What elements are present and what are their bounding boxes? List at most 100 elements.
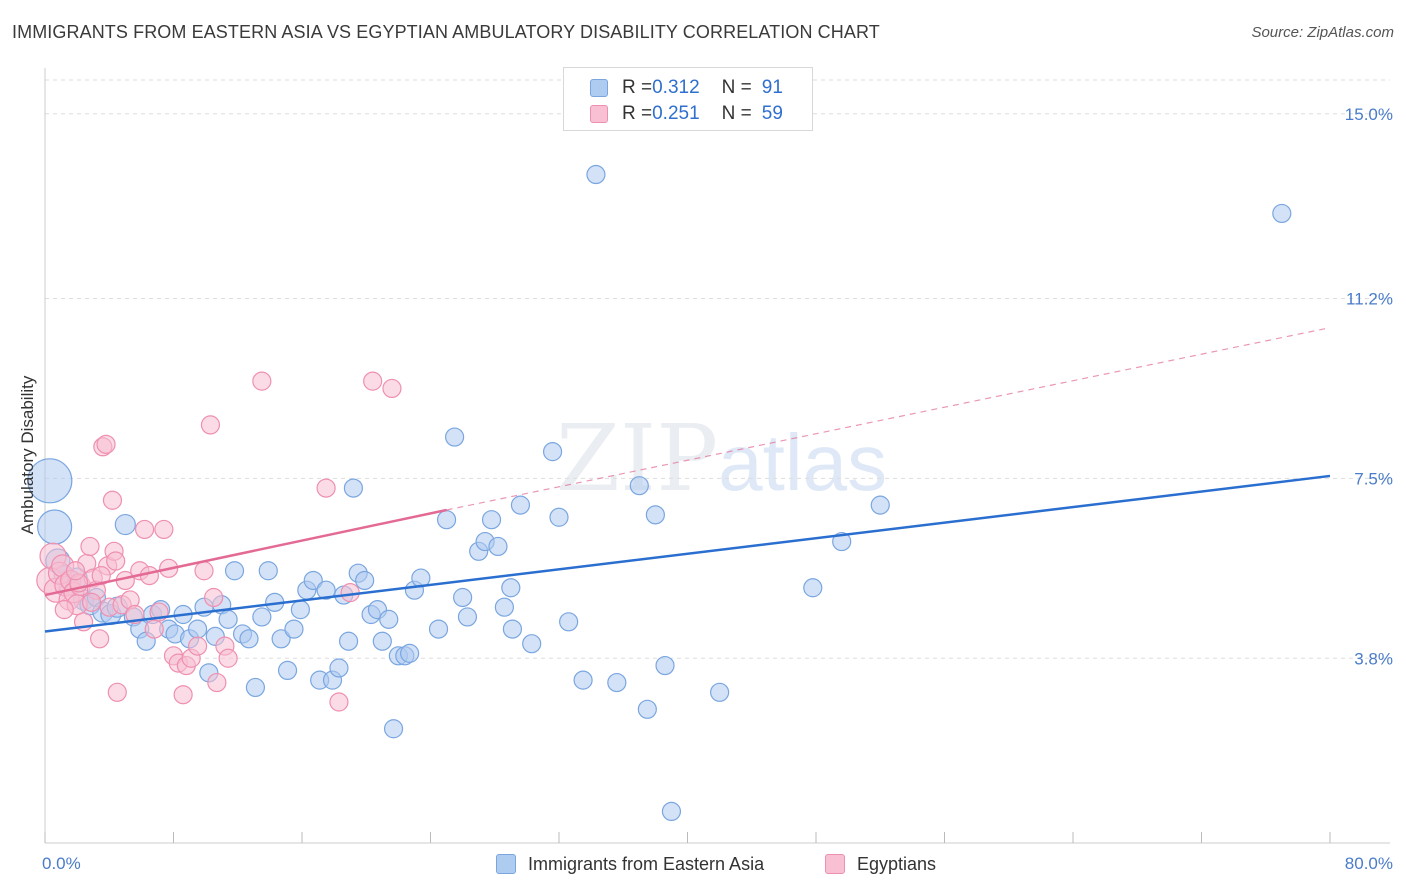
data-point: [329, 692, 349, 712]
data-point: [363, 371, 383, 391]
legend-r-value: 0.251: [652, 103, 700, 124]
data-point: [488, 536, 508, 557]
bottom-legend-label-pink: Egyptians: [857, 853, 937, 874]
data-point: [204, 587, 224, 608]
bottom-legend-swatch-pink: [825, 854, 845, 874]
data-point: [252, 371, 272, 391]
series-immigrants-eastern-asia: [27, 164, 1292, 821]
data-point: [586, 164, 606, 185]
y-tick-label-1: 7.5%: [1354, 469, 1393, 488]
data-point: [37, 509, 73, 545]
data-point: [154, 519, 174, 540]
tick-labels: 3.8% 7.5% 11.2% 15.0% 0.0% 80.0%: [42, 105, 1393, 873]
data-point: [65, 561, 86, 581]
data-point: [303, 570, 323, 591]
data-point: [457, 607, 478, 627]
legend-n-label: N =: [721, 103, 752, 124]
data-point: [107, 682, 127, 702]
data-point: [258, 561, 278, 581]
data-point: [284, 619, 304, 639]
data-point: [870, 495, 890, 515]
data-point: [444, 427, 465, 447]
data-point: [645, 505, 665, 525]
data-point: [80, 536, 100, 557]
legend-r-label: R =: [622, 77, 653, 98]
data-point: [139, 566, 160, 586]
data-point: [239, 629, 259, 649]
data-point: [91, 566, 111, 586]
data-point: [96, 434, 116, 454]
data-point: [329, 658, 349, 678]
data-point: [114, 513, 136, 536]
y-tick-label-2: 11.2%: [1346, 289, 1393, 308]
source-label: Source: ZipAtlas.com: [1251, 24, 1394, 41]
data-point: [173, 685, 193, 705]
data-point: [481, 510, 502, 530]
data-point: [549, 507, 569, 527]
data-point: [379, 609, 399, 629]
legend-row-pink: R = 0.251 N = 59: [590, 102, 783, 126]
data-point: [355, 570, 375, 591]
grid-lines: [45, 79, 1390, 659]
data-point: [510, 495, 531, 515]
data-point: [494, 597, 514, 617]
data-point: [803, 578, 823, 598]
legend-swatch-blue: [590, 79, 608, 97]
trend-lines: [44, 327, 1331, 633]
data-point: [54, 600, 74, 620]
data-point: [200, 415, 221, 435]
data-point: [187, 619, 208, 639]
data-point: [207, 672, 227, 693]
data-point: [542, 442, 563, 462]
legend-n-label: N =: [721, 77, 752, 98]
y-axis-title: Ambulatory Disability: [18, 375, 37, 534]
data-point: [27, 458, 73, 504]
axes: [44, 68, 1390, 844]
data-point: [144, 619, 164, 639]
bottom-legend-pink: Egyptians: [825, 852, 936, 876]
data-point: [436, 510, 457, 530]
data-point: [502, 619, 523, 639]
watermark-atlas: atlas: [718, 418, 888, 507]
legend-n-value: 91: [761, 77, 783, 98]
x-tick-label-min: 0.0%: [42, 854, 81, 873]
legend-row-blue: R = 0.312 N = 91: [590, 76, 783, 100]
data-point: [372, 631, 392, 651]
data-point: [522, 634, 542, 654]
data-point: [277, 660, 298, 681]
bottom-legend-swatch-blue: [496, 854, 516, 874]
trend-line-blue: [44, 474, 1331, 633]
data-point: [271, 629, 291, 649]
data-point: [343, 478, 363, 498]
data-point: [218, 609, 238, 629]
bottom-legend-blue: Immigrants from Eastern Asia: [496, 852, 764, 876]
data-point: [629, 476, 649, 496]
chart-title: IMMIGRANTS FROM EASTERN ASIA VS EGYPTIAN…: [12, 22, 880, 42]
legend-r-label: R =: [622, 103, 653, 124]
data-point: [573, 670, 593, 690]
data-point: [383, 719, 404, 739]
legend-r-value: 0.312: [652, 77, 700, 98]
bottom-legend-label-blue: Immigrants from Eastern Asia: [528, 853, 765, 874]
data-point: [106, 551, 126, 571]
data-point: [637, 699, 657, 719]
data-point: [710, 682, 730, 702]
legend: R = 0.312 N = 91 R = 0.251 N = 59: [563, 67, 813, 131]
data-point: [1272, 203, 1292, 224]
data-point: [252, 607, 272, 627]
data-point: [428, 619, 449, 639]
data-point: [382, 378, 402, 399]
data-point: [245, 677, 266, 698]
data-point: [832, 531, 852, 552]
data-point: [316, 580, 336, 600]
y-tick-label-0: 3.8%: [1354, 649, 1393, 668]
data-point: [655, 655, 675, 676]
data-point: [90, 629, 110, 649]
series-egyptians: [36, 371, 402, 712]
trend-extension-pink: [446, 327, 1331, 511]
data-point: [134, 519, 155, 540]
data-point: [501, 578, 521, 598]
data-point: [559, 612, 579, 632]
data-point: [338, 631, 359, 651]
